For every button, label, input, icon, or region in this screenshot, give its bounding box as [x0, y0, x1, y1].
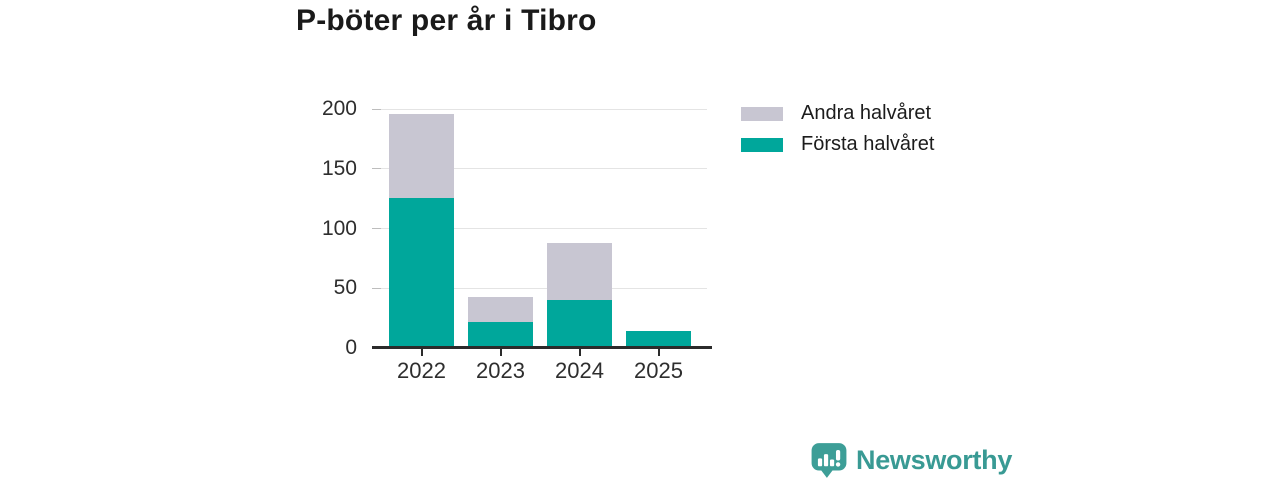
legend: Andra halvåret Första halvåret: [741, 101, 934, 163]
y-tick-50: [372, 287, 381, 289]
plot-area: [372, 108, 707, 348]
y-tick-200: [372, 108, 381, 110]
bar-segment-2023-andra-halvåret: [468, 296, 533, 322]
newsworthy-logo: Newsworthy: [810, 442, 1012, 479]
legend-label: Första halvåret: [801, 133, 935, 155]
legend-swatch: [741, 106, 783, 121]
x-tick-2022: [420, 349, 423, 356]
y-axis-label-150: 150: [321, 156, 357, 180]
gridline-y-100: [373, 228, 707, 229]
legend-swatch: [741, 137, 783, 152]
newsworthy-chart-bubble-icon: [811, 443, 847, 478]
y-axis-label-100: 100: [321, 216, 357, 240]
y-tick-150: [372, 168, 381, 170]
x-axis-label-2022: 2022: [397, 358, 446, 383]
gridline-y-50: [373, 287, 707, 289]
bar-2023: [468, 296, 533, 347]
bar-segment-2024-andra-halvåret: [547, 243, 612, 301]
x-axis-line: [372, 346, 712, 349]
x-tick-2023: [499, 349, 502, 356]
chart-title: P-böter per år i Tibro: [296, 4, 597, 37]
x-axis-label-2025: 2025: [634, 358, 683, 383]
gridline-y-150: [373, 168, 707, 170]
gridline-y-200: [373, 108, 707, 110]
y-axis-label-50: 50: [333, 276, 357, 300]
bar-segment-2022-första-halvåret: [389, 197, 454, 347]
x-tick-2024: [578, 349, 581, 356]
bar-segment-2022-andra-halvåret: [389, 113, 454, 198]
bar-2022: [389, 113, 454, 347]
bar-segment-2024-första-halvåret: [547, 300, 612, 347]
newsworthy-logo-text: Newsworthy: [856, 445, 1013, 475]
bar-segment-2025-första-halvåret: [626, 331, 691, 347]
x-tick-2025: [657, 349, 660, 356]
y-axis-label-0: 0: [345, 336, 357, 359]
bar-segment-2023-första-halvåret: [468, 321, 533, 347]
x-axis-label-2024: 2024: [555, 358, 604, 383]
legend-label: Andra halvåret: [801, 102, 932, 124]
x-axis-label-2023: 2023: [476, 358, 525, 383]
y-axis-label-200: 200: [321, 97, 357, 120]
legend-row: Andra halvåret: [741, 101, 934, 126]
bar-2025: [626, 331, 691, 347]
bar-2024: [547, 243, 612, 347]
legend-row: Första halvåret: [741, 132, 934, 157]
y-tick-100: [372, 228, 381, 229]
